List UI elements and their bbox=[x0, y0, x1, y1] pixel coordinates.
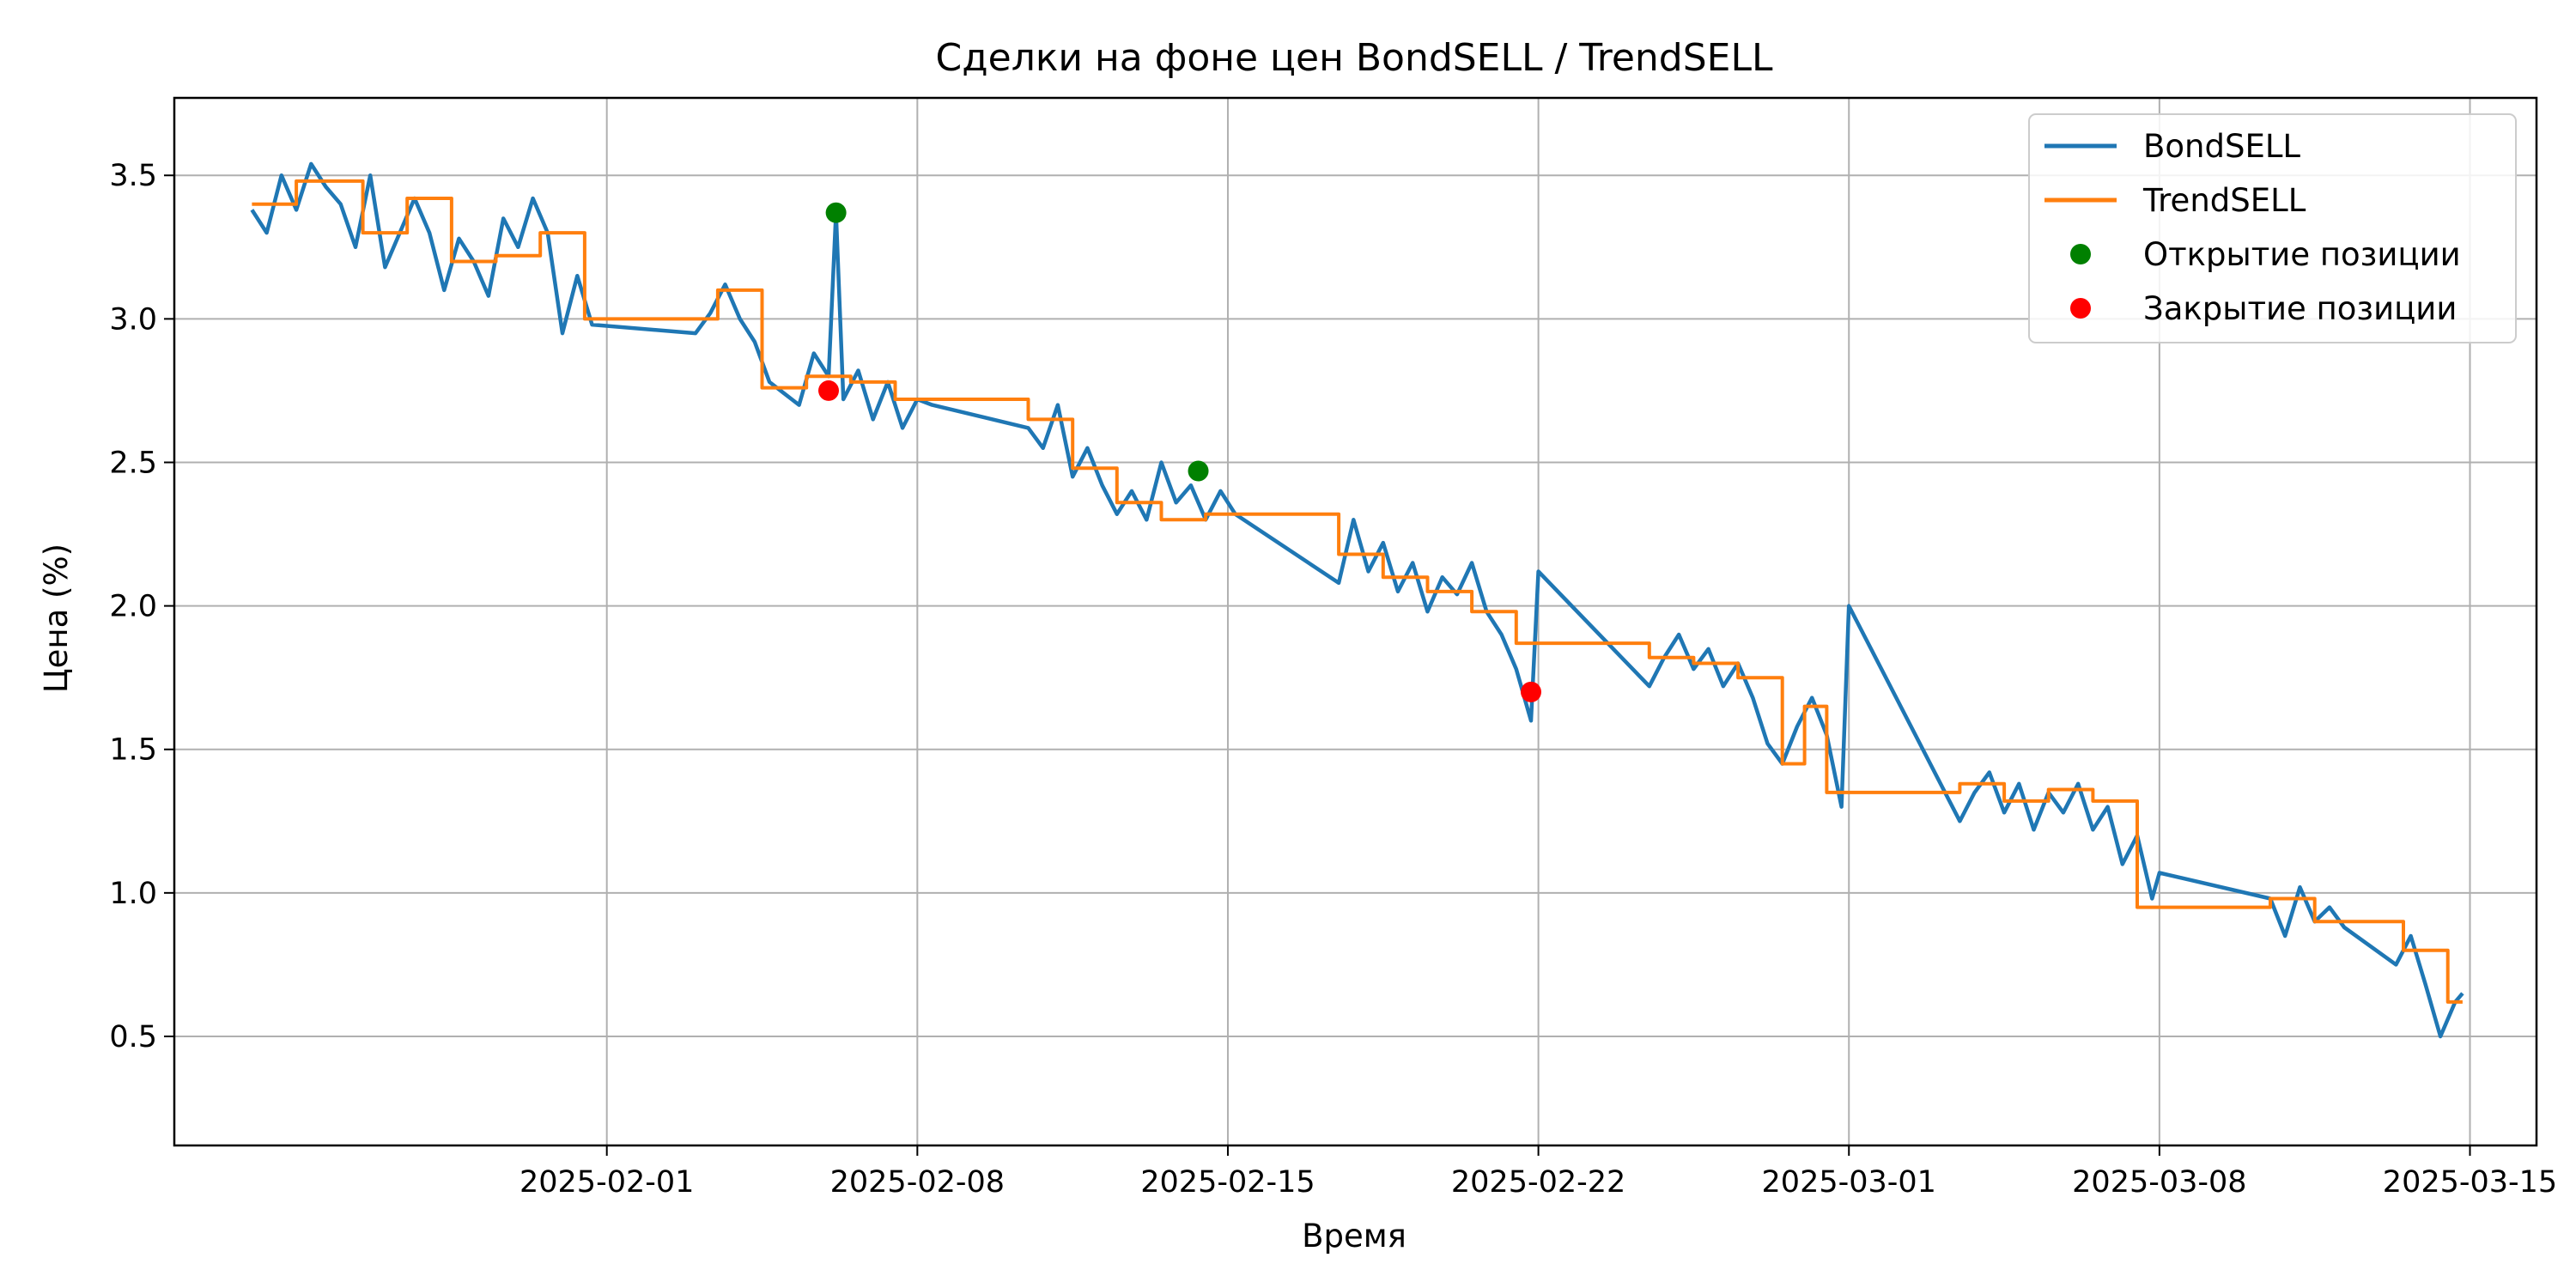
x-axis-label: Время bbox=[1302, 1218, 1406, 1255]
y-tick-label: 1.5 bbox=[109, 733, 157, 768]
plot-series bbox=[250, 161, 2464, 1039]
y-axis: 0.5 1.0 1.5 2.0 2.5 3.0 3.5 bbox=[109, 159, 174, 1054]
legend-label: TrendSELL bbox=[2142, 182, 2306, 219]
legend-swatch bbox=[2070, 298, 2091, 319]
chart-title: Сделки на фоне цен BondSELL / TrendSELL bbox=[935, 36, 1772, 80]
legend-box bbox=[2028, 113, 2517, 343]
legend: BondSELL TrendSELL Открытие позиции Закрыти… bbox=[2028, 113, 2517, 343]
x-tick-label: 2025-02-01 bbox=[519, 1165, 694, 1200]
x-tick-label: 2025-02-22 bbox=[1451, 1165, 1625, 1200]
series-line-bondsell bbox=[250, 161, 2464, 1039]
x-tick-label: 2025-03-08 bbox=[2072, 1165, 2246, 1200]
marker-открытие-позиции bbox=[825, 202, 847, 223]
marker-закрытие-позиции bbox=[1520, 681, 1541, 702]
marker-открытие-позиции bbox=[1188, 460, 1209, 482]
y-tick-label: 0.5 bbox=[109, 1020, 157, 1054]
y-tick-label: 3.0 bbox=[109, 302, 157, 337]
y-tick-label: 3.5 bbox=[109, 159, 157, 193]
x-tick-label: 2025-02-15 bbox=[1140, 1165, 1315, 1200]
plot-frame bbox=[173, 96, 2538, 1147]
y-tick-label: 1.0 bbox=[109, 877, 157, 911]
series-line-trendsell bbox=[252, 179, 2463, 1004]
x-axis: 2025-02-01 2025-02-08 2025-02-15 2025-02-22… bbox=[519, 1145, 2557, 1200]
y-axis-label: Цена (%) bbox=[38, 544, 75, 693]
x-tick-label: 2025-02-08 bbox=[830, 1165, 1005, 1200]
marker-закрытие-позиции bbox=[818, 380, 840, 401]
x-tick-label: 2025-03-15 bbox=[2383, 1165, 2557, 1200]
x-tick-label: 2025-03-01 bbox=[1762, 1165, 1936, 1200]
legend-label: BondSELL bbox=[2143, 128, 2300, 165]
grid bbox=[174, 98, 2537, 1145]
legend-label: Закрытие позиции bbox=[2143, 290, 2457, 327]
legend-swatch bbox=[2070, 244, 2091, 264]
legend-label: Открытие позиции bbox=[2143, 236, 2461, 273]
y-tick-label: 2.0 bbox=[109, 590, 157, 624]
y-tick-label: 2.5 bbox=[109, 446, 157, 480]
